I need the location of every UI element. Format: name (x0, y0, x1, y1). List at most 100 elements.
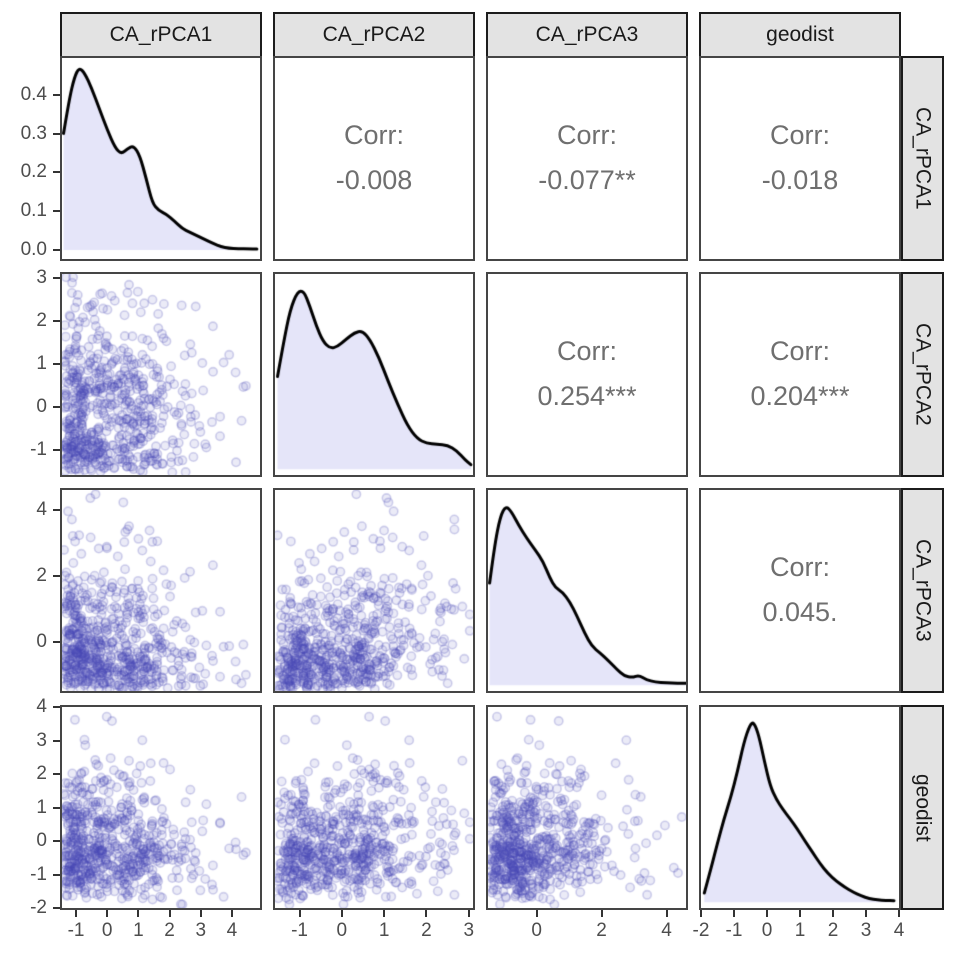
axis-tick-label: -2 (30, 897, 47, 918)
axis-tick-label: 2 (164, 920, 175, 941)
axis-tick-mark (832, 910, 834, 917)
axis-tick-mark (898, 910, 900, 917)
panel-density-ca-rpca3 (486, 488, 688, 693)
axis-tick-mark (298, 910, 301, 917)
strip-label-ca-rpca2: CA_rPCA2 (322, 23, 426, 46)
axis-tick-label: 1 (378, 920, 390, 941)
axis-tick-label: 0.3 (20, 122, 47, 144)
strip-label-ca-rpca2-vertical: CA_rPCA2 (911, 323, 935, 426)
axis-tick-mark (53, 508, 60, 511)
panel-corr-ca-rpca1-ca-rpca3: Corr: -0.077** (486, 56, 688, 261)
panel-corr-ca-rpca1-geodist: Corr: -0.018 (699, 56, 901, 261)
axis-tick-mark (168, 910, 171, 917)
axis-tick-mark (53, 406, 60, 409)
axis-tick-label: 4 (226, 920, 238, 941)
axis-tick-label: 0.4 (20, 83, 47, 105)
panel-corr-ca-rpca2-geodist: Corr: 0.204*** (699, 272, 901, 477)
strip-label-geodist-vertical: geodist (911, 773, 935, 842)
axis-tick-mark (665, 910, 668, 917)
axis-tick-mark (53, 773, 60, 775)
axis-tick-mark (733, 910, 735, 917)
strip-label-ca-rpca1-vertical: CA_rPCA1 (911, 107, 935, 210)
corr-value: 0.254*** (537, 381, 637, 411)
strip-label-ca-rpca1: CA_rPCA1 (109, 23, 213, 46)
axis-tick-label: 2 (36, 763, 47, 784)
top-strip-ca-rpca2: CA_rPCA2 (273, 12, 475, 58)
right-strip-ca-rpca1: CA_rPCA1 (901, 56, 944, 261)
axis-tick-label: 3 (36, 267, 47, 289)
axis-tick-mark (75, 910, 78, 917)
axis-tick-label: 0 (336, 920, 348, 941)
axis-tick-label: 0 (101, 920, 113, 941)
density-canvas (275, 274, 473, 475)
axis-tick-mark (53, 132, 60, 135)
axis-tick-label: 3 (860, 920, 872, 941)
axis-tick-mark (700, 910, 702, 917)
corr-label: Corr: (770, 552, 830, 583)
panel-density-ca-rpca2 (273, 272, 475, 477)
axis-tick-label: 3 (463, 920, 475, 941)
axis-tick-label: -1 (30, 863, 47, 885)
axis-tick-label: 0.0 (20, 239, 47, 261)
panel-density-geodist (699, 705, 901, 910)
axis-tick-mark (53, 93, 60, 96)
corr-label: Corr: (557, 336, 617, 367)
axis-tick-mark (53, 739, 60, 742)
axis-tick-mark (53, 907, 60, 909)
axis-tick-mark (106, 910, 109, 917)
axis-tick-label: 2 (36, 564, 47, 586)
axis-tick-label: 2 (36, 310, 47, 332)
axis-tick-label: 4 (661, 920, 672, 941)
axis-tick-mark (467, 910, 470, 917)
axis-tick-mark (53, 449, 60, 452)
corr-value: 0.045. (762, 597, 838, 627)
axis-tick-mark (199, 910, 202, 917)
axis-tick-mark (53, 249, 60, 252)
axis-tick-label: 0 (36, 830, 47, 851)
scatter-canvas (62, 274, 260, 475)
axis-tick-label: -2 (692, 920, 710, 941)
panel-scatter-ca-rpca3-vs-ca-rpca2 (273, 488, 475, 693)
axis-tick-label: 0 (531, 920, 542, 941)
density-canvas (701, 707, 899, 908)
axis-tick-label: 2 (596, 920, 607, 941)
axis-tick-mark (53, 171, 60, 174)
axis-tick-label: 4 (36, 696, 47, 717)
axis-tick-mark (425, 910, 428, 917)
corr-value: -0.008 (335, 165, 413, 195)
corr-value: -0.018 (761, 165, 839, 195)
axis-tick-label: 2 (827, 920, 839, 941)
axis-tick-label: 4 (893, 920, 905, 941)
corr-label: Corr: (344, 120, 404, 151)
axis-tick-mark (600, 910, 603, 917)
axis-tick-mark (383, 910, 386, 917)
panel-corr-ca-rpca3-geodist: Corr: 0.045. (699, 488, 901, 693)
axis-tick-mark (53, 210, 60, 213)
corr-label: Corr: (770, 336, 830, 367)
axis-tick-label: -1 (30, 439, 47, 461)
axis-tick-mark (53, 574, 60, 577)
density-canvas (488, 490, 686, 691)
panel-scatter-geodist-vs-ca-rpca3 (486, 705, 688, 910)
axis-tick-mark (53, 706, 60, 708)
scatter-canvas (275, 490, 473, 691)
axis-tick-mark (53, 320, 60, 323)
axis-tick-label: 0 (36, 630, 47, 652)
axis-tick-mark (53, 640, 60, 643)
strip-label-ca-rpca3: CA_rPCA3 (535, 23, 639, 46)
panel-density-ca-rpca1 (60, 56, 262, 261)
axis-tick-label: 3 (36, 729, 47, 751)
right-strip-ca-rpca2: CA_rPCA2 (901, 272, 944, 477)
axis-tick-mark (230, 910, 233, 917)
panel-scatter-ca-rpca2-vs-ca-rpca1 (60, 272, 262, 477)
axis-tick-mark (137, 910, 140, 917)
strip-label-ca-rpca3-vertical: CA_rPCA3 (911, 539, 935, 642)
panel-scatter-ca-rpca3-vs-ca-rpca1 (60, 488, 262, 693)
axis-tick-mark (535, 910, 538, 917)
axis-tick-label: -1 (67, 920, 85, 941)
right-strip-geodist: geodist (901, 705, 944, 910)
axis-tick-label: 0.2 (20, 161, 47, 183)
axis-tick-label: 0 (36, 396, 47, 418)
axis-tick-label: 4 (36, 498, 47, 520)
panel-corr-ca-rpca2-ca-rpca3: Corr: 0.254*** (486, 272, 688, 477)
